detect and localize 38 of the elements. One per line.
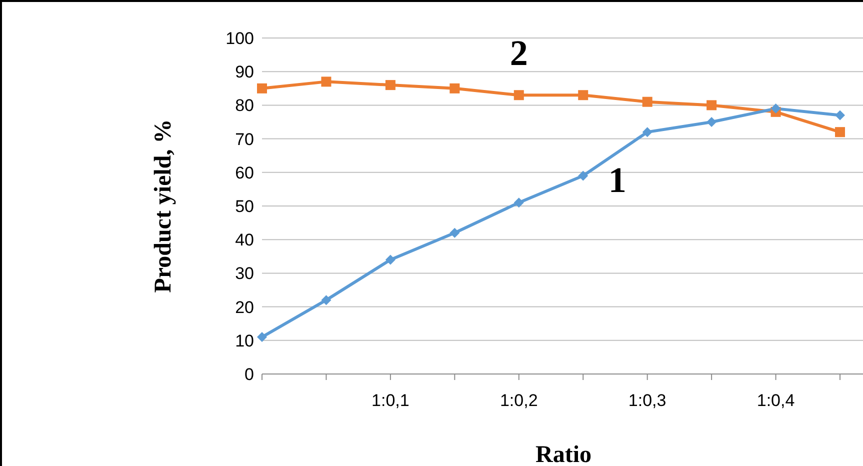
point bbox=[706, 100, 717, 110]
x-tick-label: 1:0,2 bbox=[500, 391, 538, 410]
point bbox=[578, 170, 588, 181]
point bbox=[321, 76, 332, 87]
point bbox=[450, 228, 460, 238]
point bbox=[514, 198, 524, 208]
point bbox=[385, 254, 396, 265]
point bbox=[835, 127, 845, 138]
point bbox=[257, 332, 267, 342]
point bbox=[706, 117, 717, 127]
y-tick-label: 40 bbox=[235, 230, 254, 250]
point bbox=[321, 295, 332, 306]
y-axis-title: Product yield, % bbox=[150, 119, 177, 293]
x-tick-label: 1:0,3 bbox=[628, 391, 666, 410]
point bbox=[385, 80, 396, 90]
point bbox=[770, 104, 781, 114]
point bbox=[642, 96, 652, 107]
series-label: 2 bbox=[510, 33, 528, 74]
y-tick-label: 0 bbox=[244, 365, 254, 384]
y-tick-label: 60 bbox=[235, 163, 254, 182]
y-tick-label: 20 bbox=[235, 298, 254, 317]
y-tick-label: 100 bbox=[226, 29, 254, 48]
point bbox=[514, 90, 524, 100]
x-axis-title: Ratio bbox=[536, 442, 592, 466]
point bbox=[578, 90, 588, 100]
point bbox=[835, 110, 845, 120]
y-tick-label: 10 bbox=[235, 331, 254, 350]
point bbox=[257, 83, 267, 94]
y-tick-label: 50 bbox=[235, 197, 254, 216]
series-label: 1 bbox=[608, 160, 626, 200]
point bbox=[642, 127, 652, 138]
y-tick-label: 30 bbox=[235, 264, 254, 284]
point bbox=[450, 83, 460, 94]
y-tick-label: 90 bbox=[235, 62, 254, 82]
x-tick-label: 1:0,1 bbox=[372, 391, 410, 410]
y-tick-label: 80 bbox=[235, 96, 254, 116]
x-tick-label: 1:0,4 bbox=[756, 391, 795, 410]
y-tick-label: 70 bbox=[235, 130, 254, 149]
